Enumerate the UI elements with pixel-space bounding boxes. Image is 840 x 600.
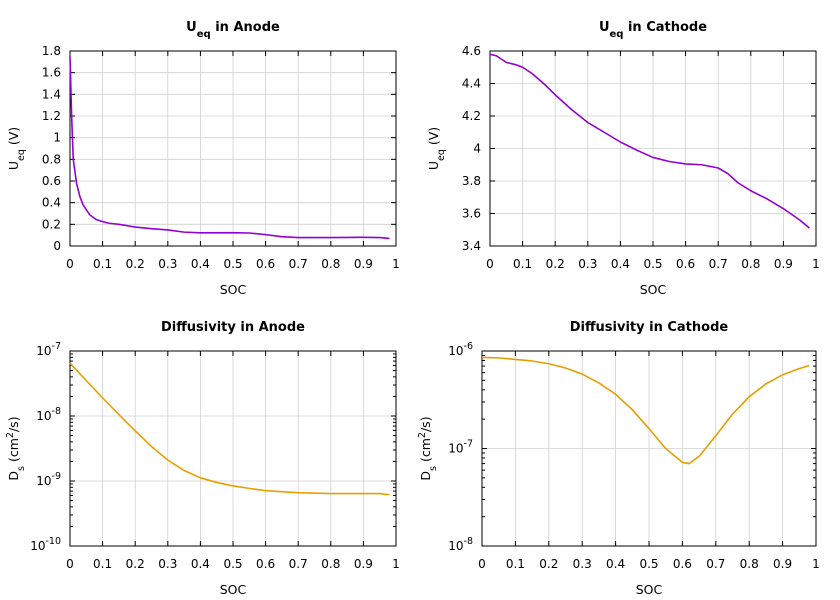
- x-tick-label: 0.1: [93, 257, 112, 271]
- y-tick-label: 10-9: [36, 471, 61, 488]
- x-tick-label: 0.1: [513, 257, 532, 271]
- x-axis-label: SOC: [640, 282, 667, 297]
- y-tick-label: 1.4: [42, 87, 61, 101]
- x-tick-label: 0.1: [506, 557, 525, 571]
- y-tick-label: 1.8: [42, 44, 61, 58]
- x-tick-label: 0.7: [289, 557, 308, 571]
- x-tick-label: 0.8: [741, 257, 760, 271]
- x-tick-label: 0.9: [354, 557, 373, 571]
- x-tick-label: 0.9: [773, 557, 792, 571]
- y-tick-label: 10-6: [448, 341, 473, 358]
- chart-title: Diffusivity in Anode: [161, 320, 305, 335]
- x-tick-label: 1: [392, 557, 400, 571]
- x-axis-label: SOC: [636, 582, 663, 597]
- x-tick-label: 0.5: [639, 557, 658, 571]
- y-tick-label: 0.8: [42, 152, 61, 166]
- x-tick-label: 0.2: [539, 557, 558, 571]
- plot-frame: [69, 350, 397, 547]
- y-tick-label: 1.2: [42, 109, 61, 123]
- x-tick-label: 0.5: [223, 257, 242, 271]
- x-tick-label: 0.5: [223, 557, 242, 571]
- y-tick-label: 1.6: [42, 66, 61, 80]
- x-tick-label: 0.5: [643, 257, 662, 271]
- series-line-1: [69, 362, 390, 496]
- x-axis-label: SOC: [220, 282, 247, 297]
- y-tick-label: 4: [473, 142, 481, 156]
- y-tick-label: 3.4: [462, 239, 481, 253]
- x-tick-label: 1: [812, 257, 820, 271]
- y-tick-label: 0.2: [42, 217, 61, 231]
- x-axis-label: SOC: [220, 582, 247, 597]
- x-tick-label: 0.2: [546, 257, 565, 271]
- x-tick-label: 0: [486, 257, 494, 271]
- y-axis-label: Ueq (V): [6, 127, 27, 170]
- x-tick-label: 0.7: [709, 257, 728, 271]
- y-tick-label: 1: [53, 131, 61, 145]
- x-tick-label: 0.4: [606, 557, 625, 571]
- y-tick-label: 0.4: [42, 196, 61, 210]
- plot-frame: [69, 50, 397, 247]
- x-tick-label: 0.4: [191, 557, 210, 571]
- y-tick-label: 4.6: [462, 44, 481, 58]
- x-tick-label: 1: [812, 557, 820, 571]
- chart-panel-4: Diffusivity in Cathode 0 0.1 0.2 0.3 0.4 0.5 0.…: [417, 320, 820, 597]
- x-tick-label: 0.7: [706, 557, 725, 571]
- chart-title: Ueq in Cathode: [599, 20, 707, 40]
- y-tick-label: 10-7: [448, 439, 473, 456]
- chart-panel-1: Ueq in Anode 0 0.1 0.2 0.3 0.4 0.5 0.6 0.7 0.8 0.9…: [6, 20, 400, 297]
- x-tick-label: 0.6: [673, 557, 692, 571]
- x-tick-label: 0.6: [256, 257, 275, 271]
- chart-panel-2: Ueq in Cathode 0 0.1 0.2 0.3 0.4 0.5 0.6 0.7 0.8 0…: [426, 20, 820, 297]
- x-tick-label: 0: [66, 257, 74, 271]
- x-tick-label: 0.3: [573, 557, 592, 571]
- x-tick-label: 0.7: [289, 257, 308, 271]
- x-tick-label: 0.9: [354, 257, 373, 271]
- y-tick-label: 10-8: [448, 536, 473, 553]
- x-tick-label: 0: [478, 557, 486, 571]
- y-tick-label: 10-10: [30, 536, 61, 553]
- chart-title: Diffusivity in Cathode: [570, 320, 729, 335]
- chart-title: Ueq in Anode: [186, 20, 280, 40]
- x-tick-label: 0.3: [158, 257, 177, 271]
- x-tick-label: 0.8: [321, 257, 340, 271]
- x-tick-label: 0.4: [191, 257, 210, 271]
- series-line-1: [489, 53, 810, 229]
- plot-frame: [489, 50, 817, 247]
- x-tick-label: 0: [66, 557, 74, 571]
- y-axis-label: Ueq (V): [426, 127, 447, 170]
- y-tick-label: 4.2: [462, 109, 481, 123]
- x-tick-label: 0.8: [740, 557, 759, 571]
- y-tick-label: 3.6: [462, 207, 481, 221]
- x-tick-label: 0.9: [774, 257, 793, 271]
- x-tick-label: 0.3: [158, 557, 177, 571]
- x-tick-label: 1: [392, 257, 400, 271]
- x-tick-label: 0.6: [256, 557, 275, 571]
- x-tick-label: 0.2: [126, 257, 145, 271]
- chart-panel-3: Diffusivity in Anode 0 0.1 0.2 0.3 0.4 0.5 0.6 0…: [5, 320, 400, 597]
- y-tick-label: 3.8: [462, 174, 481, 188]
- y-tick-label: 0: [53, 239, 61, 253]
- x-tick-label: 0.1: [93, 557, 112, 571]
- y-tick-label: 10-7: [36, 341, 61, 358]
- y-tick-label: 0.6: [42, 174, 61, 188]
- y-axis-label: Ds (cm2/s): [417, 416, 439, 480]
- x-tick-label: 0.8: [321, 557, 340, 571]
- series-line-1: [69, 56, 390, 240]
- x-tick-label: 0.2: [126, 557, 145, 571]
- plot-frame: [481, 350, 817, 547]
- y-tick-label: 4.4: [462, 77, 481, 91]
- x-tick-label: 0.6: [676, 257, 695, 271]
- x-tick-label: 0.3: [578, 257, 597, 271]
- x-tick-label: 0.4: [611, 257, 630, 271]
- series-line-1: [481, 356, 810, 465]
- y-axis-label: Ds (cm2/s): [5, 416, 27, 480]
- y-tick-label: 10-8: [36, 406, 61, 423]
